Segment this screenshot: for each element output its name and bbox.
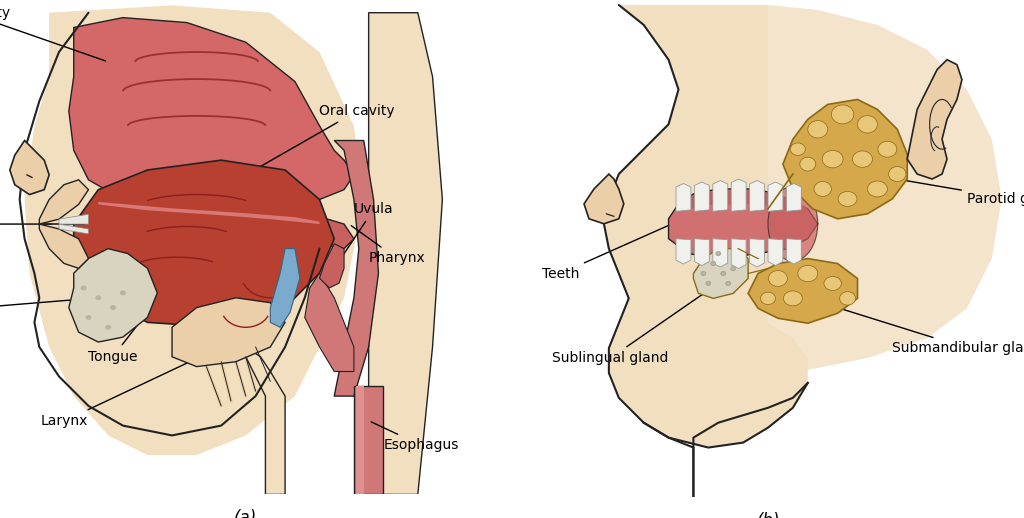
- Ellipse shape: [857, 116, 878, 133]
- Polygon shape: [10, 140, 49, 195]
- Text: Uvula: Uvula: [336, 203, 393, 266]
- Polygon shape: [750, 180, 765, 211]
- Ellipse shape: [95, 295, 101, 300]
- Polygon shape: [59, 214, 88, 224]
- Polygon shape: [731, 179, 746, 211]
- Polygon shape: [786, 183, 802, 211]
- Polygon shape: [768, 239, 783, 266]
- Ellipse shape: [716, 251, 721, 256]
- Polygon shape: [907, 60, 962, 179]
- Ellipse shape: [105, 325, 111, 330]
- Ellipse shape: [800, 157, 816, 171]
- Ellipse shape: [878, 141, 897, 157]
- Text: (b): (b): [757, 512, 779, 518]
- Ellipse shape: [761, 292, 775, 305]
- Polygon shape: [88, 199, 354, 249]
- Ellipse shape: [721, 271, 726, 276]
- Polygon shape: [98, 202, 319, 224]
- Ellipse shape: [711, 261, 716, 266]
- Text: Esophagus: Esophagus: [371, 422, 459, 452]
- Ellipse shape: [726, 281, 731, 286]
- Text: Lips: Lips: [0, 217, 51, 231]
- Ellipse shape: [840, 292, 855, 305]
- Polygon shape: [69, 18, 354, 214]
- Polygon shape: [713, 239, 728, 267]
- Ellipse shape: [824, 277, 842, 291]
- Text: Teeth: Teeth: [542, 220, 681, 281]
- Text: Submandibular gland: Submandibular gland: [810, 299, 1024, 355]
- Ellipse shape: [867, 181, 888, 197]
- Polygon shape: [334, 140, 379, 396]
- Polygon shape: [69, 249, 158, 342]
- Polygon shape: [584, 174, 624, 224]
- Polygon shape: [786, 239, 802, 264]
- Polygon shape: [39, 224, 88, 268]
- Text: Larynx: Larynx: [41, 348, 219, 428]
- Ellipse shape: [853, 151, 872, 167]
- Polygon shape: [25, 5, 364, 455]
- Polygon shape: [731, 239, 746, 268]
- Text: Nasal cavity: Nasal cavity: [0, 6, 105, 61]
- Ellipse shape: [808, 121, 827, 138]
- Ellipse shape: [791, 143, 805, 155]
- Ellipse shape: [798, 265, 818, 282]
- Polygon shape: [319, 244, 344, 288]
- Polygon shape: [713, 180, 728, 211]
- Ellipse shape: [831, 105, 854, 124]
- Ellipse shape: [111, 305, 116, 310]
- Text: (a): (a): [234, 509, 257, 518]
- Ellipse shape: [700, 271, 706, 276]
- Polygon shape: [604, 5, 808, 448]
- Polygon shape: [369, 13, 442, 494]
- Polygon shape: [39, 180, 88, 224]
- Ellipse shape: [706, 281, 711, 286]
- Polygon shape: [750, 239, 765, 267]
- Polygon shape: [694, 239, 710, 266]
- Ellipse shape: [120, 291, 126, 295]
- Text: Jaw: Jaw: [0, 298, 95, 314]
- Text: Parotid gland: Parotid gland: [870, 175, 1024, 206]
- Ellipse shape: [889, 167, 906, 181]
- Polygon shape: [768, 5, 1001, 373]
- Polygon shape: [246, 347, 285, 494]
- Polygon shape: [270, 249, 300, 327]
- Polygon shape: [354, 386, 383, 494]
- Polygon shape: [693, 249, 749, 298]
- FancyBboxPatch shape: [356, 386, 364, 494]
- Ellipse shape: [783, 291, 803, 306]
- Ellipse shape: [838, 192, 857, 206]
- Ellipse shape: [81, 285, 86, 291]
- Polygon shape: [679, 190, 808, 211]
- Polygon shape: [768, 182, 783, 211]
- Polygon shape: [676, 183, 691, 211]
- Ellipse shape: [768, 186, 818, 261]
- Ellipse shape: [814, 181, 831, 196]
- Text: Tongue: Tongue: [88, 251, 195, 364]
- Ellipse shape: [822, 150, 843, 168]
- Polygon shape: [74, 160, 334, 327]
- Polygon shape: [669, 189, 818, 258]
- Text: Oral cavity: Oral cavity: [248, 104, 395, 174]
- Polygon shape: [59, 224, 88, 234]
- Ellipse shape: [731, 266, 735, 271]
- Text: Pharynx: Pharynx: [351, 226, 425, 265]
- Polygon shape: [694, 182, 710, 211]
- Polygon shape: [172, 298, 285, 367]
- Ellipse shape: [768, 270, 787, 286]
- Ellipse shape: [86, 315, 91, 320]
- Polygon shape: [749, 258, 857, 323]
- Text: Sublingual gland: Sublingual gland: [552, 285, 716, 365]
- Polygon shape: [305, 273, 354, 371]
- Polygon shape: [676, 239, 691, 264]
- Polygon shape: [783, 99, 907, 219]
